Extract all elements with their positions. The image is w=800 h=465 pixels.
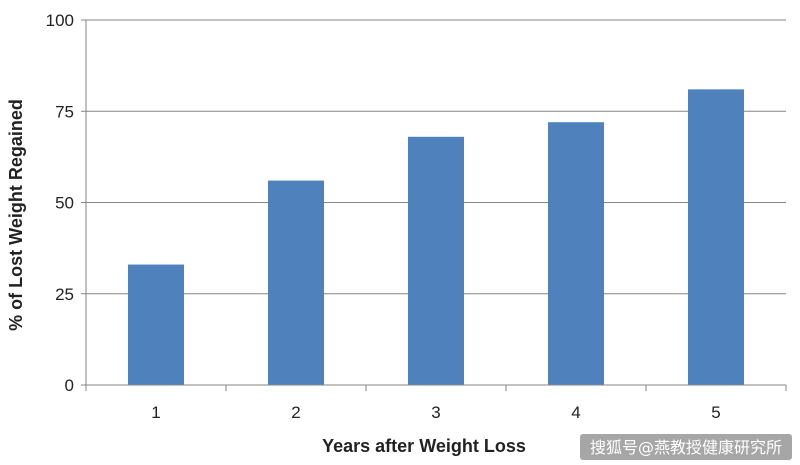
bars — [128, 89, 744, 385]
y-tick-label: 50 — [55, 194, 74, 213]
x-tick-label: 2 — [291, 403, 300, 422]
x-axis-title: Years after Weight Loss — [322, 436, 526, 456]
x-tick-label: 5 — [711, 403, 720, 422]
y-tick-labels: 0 25 50 75 100 — [46, 11, 74, 395]
y-tick-label: 100 — [46, 11, 74, 30]
axes — [81, 19, 787, 391]
bar-year-5 — [688, 89, 744, 385]
y-axis-title: % of Lost Weight Regained — [6, 99, 26, 331]
x-tick-label: 4 — [571, 403, 580, 422]
x-tick-label: 1 — [151, 403, 160, 422]
y-tick-label: 0 — [65, 376, 74, 395]
bar-year-2 — [268, 180, 324, 385]
y-tick-label: 75 — [55, 102, 74, 121]
x-tick-label: 3 — [431, 403, 440, 422]
bar-year-4 — [548, 122, 604, 385]
y-tick-label: 25 — [55, 285, 74, 304]
watermark: 搜狐号@燕教授健康研究所 — [580, 434, 792, 460]
watermark-text: 搜狐号@燕教授健康研究所 — [590, 438, 782, 457]
bar-year-1 — [128, 264, 184, 385]
x-tick-labels: 1 2 3 4 5 — [151, 403, 720, 422]
bar-year-3 — [408, 136, 464, 385]
